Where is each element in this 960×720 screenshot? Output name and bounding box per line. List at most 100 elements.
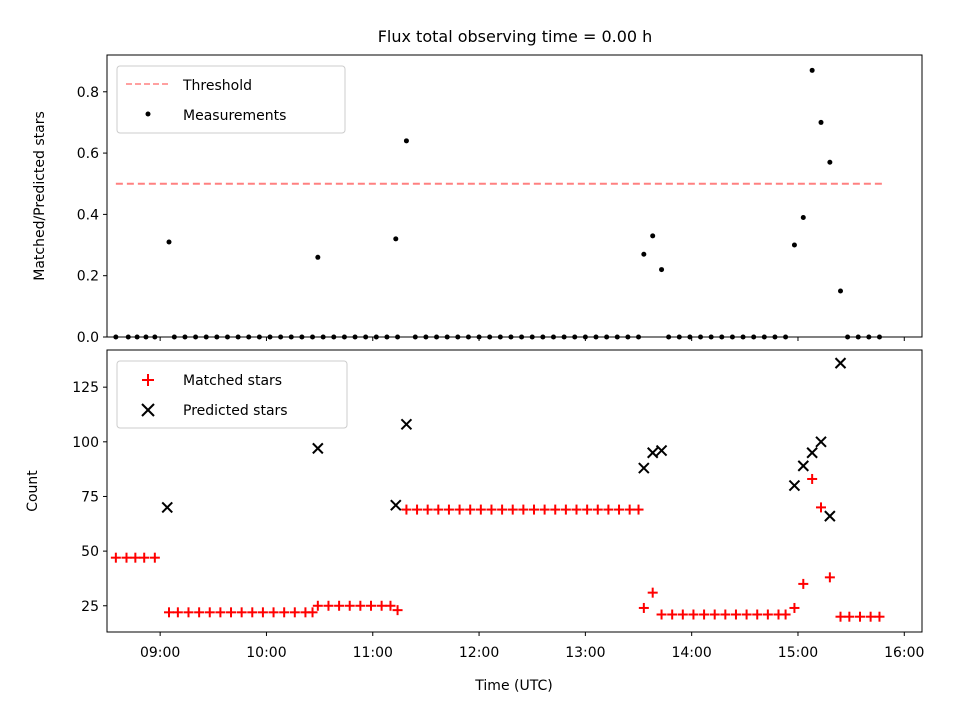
x-tick-label: 10:00: [246, 645, 286, 661]
predicted-stars-point: [161, 501, 173, 514]
matched-stars-point: [677, 609, 688, 620]
matched-stars-point: [194, 607, 205, 618]
matched-stars-point: [475, 504, 486, 515]
measurement-point: [650, 233, 656, 239]
y-tick-label: 25: [81, 599, 99, 615]
matched-stars-point: [365, 600, 376, 611]
matched-stars-point: [344, 600, 355, 611]
predicted-stars-point: [797, 460, 810, 472]
matched-stars-point: [633, 504, 644, 515]
matched-stars-point: [454, 504, 465, 515]
matched-stars-point: [376, 600, 387, 611]
matched-stars-point: [236, 607, 247, 618]
y-tick-label: 0.0: [77, 330, 99, 346]
top-axes-frame: [106, 54, 923, 338]
matched-stars-point: [528, 504, 539, 515]
matched-stars-point: [172, 607, 183, 618]
predicted-stars-point: [312, 442, 324, 455]
matched-stars-point: [334, 600, 345, 611]
y-tick-label: 100: [72, 435, 99, 451]
matched-stars-point: [571, 504, 582, 515]
matched-stars-point: [257, 607, 268, 618]
top-x-ticks: [159, 337, 905, 341]
matched-stars-point: [656, 609, 667, 620]
matched-stars-point: [603, 504, 614, 515]
matched-stars-point: [752, 609, 763, 620]
matched-stars-point: [486, 504, 497, 515]
x-axis-label: Time (UTC): [474, 678, 552, 694]
matched-stars-point: [807, 473, 818, 484]
matched-stars-point: [730, 609, 741, 620]
matched-stars-point: [507, 504, 518, 515]
top-y-axis-label: Matched/Predicted stars: [32, 111, 48, 281]
matched-stars-point: [139, 552, 150, 563]
y-tick-label: 0.2: [77, 269, 99, 285]
measurement-point: [791, 242, 797, 248]
matched-stars-point: [624, 504, 635, 515]
x-tick-label: 16:00: [884, 645, 924, 661]
matched-stars-point: [798, 578, 809, 589]
matched-stars-point: [289, 607, 300, 618]
matched-stars-point: [592, 504, 603, 515]
matched-stars-point: [539, 504, 550, 515]
matched-stars-point: [121, 552, 132, 563]
measurement-point: [315, 254, 321, 260]
bottom-axes-frame: [106, 349, 923, 633]
matched-stars-point: [355, 600, 366, 611]
bottom-y-ticks: 25 50 75 100 125: [72, 380, 107, 615]
matched-stars-point: [204, 607, 215, 618]
x-tick-label: 12:00: [459, 645, 499, 661]
top-legend: Threshold Measurements: [116, 65, 346, 134]
ratio-panel: Flux total observing time = 0.00 h 0.00.…: [32, 27, 923, 346]
measurement-point: [818, 119, 824, 125]
matched-stars-point: [279, 607, 290, 618]
matched-stars-point: [307, 607, 318, 618]
top-y-ticks: 0.0 0.2 0.4 0.6 0.8: [77, 85, 107, 346]
legend-matched-swatch: [142, 374, 154, 386]
matched-stars-point: [497, 504, 508, 515]
matched-stars-point: [433, 504, 444, 515]
count-series-layer: [110, 357, 885, 622]
measurement-point: [809, 67, 815, 73]
count-panel: 09:00 10:00 11:00 12:00 13:00 14:00 15:00 16:00…: [25, 349, 924, 694]
x-tick-label: 15:00: [778, 645, 818, 661]
legend-measurements-label: Measurements: [183, 108, 286, 124]
matched-stars-point: [401, 504, 412, 515]
measurement-point: [393, 236, 399, 242]
x-tick-label: 11:00: [353, 645, 393, 661]
measurement-point: [659, 267, 665, 273]
matched-stars-point: [844, 611, 855, 622]
predicted-stars-point: [815, 436, 827, 448]
matched-stars-point: [647, 587, 658, 598]
legend-threshold-label: Threshold: [182, 78, 252, 94]
measurement-point: [838, 288, 843, 294]
matched-stars-point: [667, 609, 678, 620]
matched-stars-point: [149, 552, 160, 563]
predicted-stars-point: [824, 510, 836, 522]
matched-stars-point: [164, 607, 175, 618]
matched-stars-point: [422, 504, 433, 515]
matched-stars-point: [130, 552, 141, 563]
measurement-point: [403, 138, 409, 144]
x-tick-label: 09:00: [140, 645, 180, 661]
matched-stars-point: [268, 607, 279, 618]
matched-stars-point: [789, 602, 800, 613]
matched-stars-point: [816, 502, 827, 513]
predicted-stars-point: [390, 499, 402, 511]
matched-stars-point: [226, 607, 237, 618]
matched-stars-point: [720, 609, 731, 620]
predicted-stars-point: [646, 447, 659, 459]
measurement-point: [800, 214, 806, 220]
matched-stars-point: [780, 609, 791, 620]
matched-stars-point: [638, 602, 649, 613]
bottom-legend: Matched stars Predicted stars: [116, 360, 348, 429]
matched-stars-point: [215, 607, 226, 618]
top-legend-box: [116, 65, 346, 134]
x-tick-label: 13:00: [565, 645, 605, 661]
matched-stars-point: [312, 600, 323, 611]
matched-stars-point: [614, 504, 625, 515]
legend-measurements-swatch: [145, 111, 151, 117]
predicted-stars-point: [834, 357, 847, 369]
predicted-stars-point: [400, 418, 413, 431]
matched-stars-point: [550, 504, 561, 515]
